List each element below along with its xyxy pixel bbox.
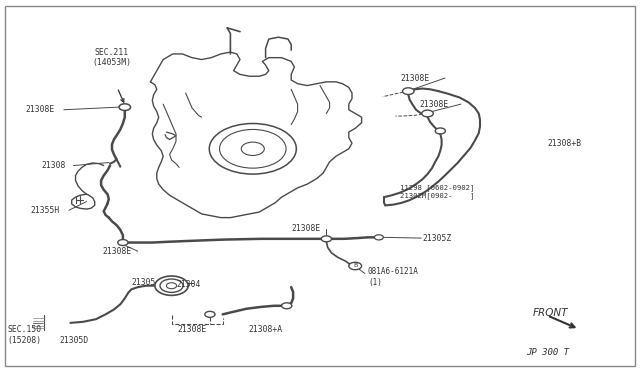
Text: 21355H: 21355H xyxy=(31,206,60,215)
Text: B: B xyxy=(353,263,357,269)
Text: 21308E: 21308E xyxy=(26,105,55,114)
Text: JP 300 T: JP 300 T xyxy=(525,348,569,357)
Text: 21308+B: 21308+B xyxy=(547,139,581,148)
Text: SEC.150
(15208): SEC.150 (15208) xyxy=(7,325,42,344)
Circle shape xyxy=(403,88,414,94)
Circle shape xyxy=(119,104,131,110)
Text: 11298 [0602-0902]
21302M[0902-    ]: 11298 [0602-0902] 21302M[0902- ] xyxy=(400,185,474,199)
Text: 21308+A: 21308+A xyxy=(248,325,283,334)
Circle shape xyxy=(205,311,215,317)
Circle shape xyxy=(435,128,445,134)
Circle shape xyxy=(374,235,383,240)
Circle shape xyxy=(118,240,128,246)
Bar xyxy=(33,315,70,330)
Circle shape xyxy=(209,124,296,174)
Ellipse shape xyxy=(193,279,211,286)
Text: 21308E: 21308E xyxy=(419,100,449,109)
Circle shape xyxy=(220,129,286,168)
Text: 081A6-6121A
(1): 081A6-6121A (1) xyxy=(368,267,419,287)
Text: 21308E: 21308E xyxy=(102,247,132,256)
Text: 21305Z: 21305Z xyxy=(422,234,452,243)
Text: 21305D: 21305D xyxy=(59,336,88,345)
Circle shape xyxy=(321,236,332,242)
Text: 21308: 21308 xyxy=(42,161,66,170)
Text: 21308E: 21308E xyxy=(400,74,429,83)
Circle shape xyxy=(349,262,362,270)
Circle shape xyxy=(282,303,292,309)
Bar xyxy=(108,162,118,166)
Text: FRONT: FRONT xyxy=(532,308,568,318)
Text: 21308E: 21308E xyxy=(291,224,321,233)
Text: 21305: 21305 xyxy=(131,278,156,287)
Text: SEC.211
(14053M): SEC.211 (14053M) xyxy=(93,48,131,67)
Circle shape xyxy=(160,279,183,292)
Circle shape xyxy=(166,283,177,289)
Bar xyxy=(266,39,291,48)
Text: 21308E: 21308E xyxy=(177,325,207,334)
Text: 21304: 21304 xyxy=(176,280,200,289)
Circle shape xyxy=(155,276,188,295)
Circle shape xyxy=(241,142,264,155)
Circle shape xyxy=(422,110,433,117)
